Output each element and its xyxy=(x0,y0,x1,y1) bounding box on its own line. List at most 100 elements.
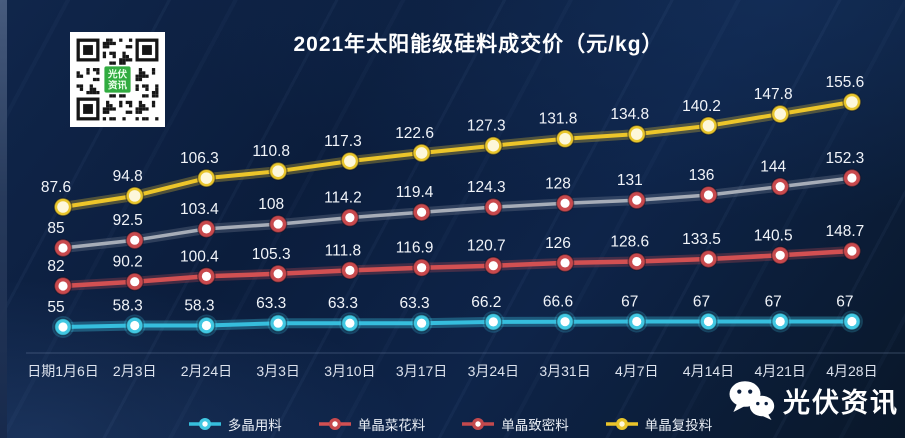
data-point-core xyxy=(201,320,212,331)
data-point-label: 55 xyxy=(47,299,64,316)
data-point-core xyxy=(847,316,857,327)
qr-finder-top-left xyxy=(76,38,100,62)
data-point-label: 144 xyxy=(760,159,786,176)
data-point-core xyxy=(632,256,642,267)
data-point-core xyxy=(58,243,68,253)
data-point-label: 66.6 xyxy=(543,294,573,311)
data-point-label: 148.7 xyxy=(826,223,865,240)
legend-item-多晶用料: 多晶用料 xyxy=(188,414,282,434)
data-point-label: 82 xyxy=(47,258,64,275)
legend-marker xyxy=(462,418,495,430)
data-point-label: 111.8 xyxy=(325,242,362,259)
data-point-core xyxy=(417,207,427,217)
data-point-label: 92.5 xyxy=(113,212,143,229)
data-point-label: 128 xyxy=(545,175,571,192)
data-point-core xyxy=(344,155,356,167)
data-point-label: 147.8 xyxy=(754,86,793,103)
data-point-label: 94.8 xyxy=(113,168,143,185)
data-point-label: 106.3 xyxy=(180,150,219,167)
data-point-label: 131 xyxy=(617,172,643,189)
data-point-label: 87.6 xyxy=(41,179,71,196)
series-line-单晶菜花料 xyxy=(62,248,853,289)
data-point-label: 131.8 xyxy=(539,111,578,128)
data-point-core xyxy=(57,201,69,213)
data-point-label: 127.3 xyxy=(467,118,506,135)
chart-legend: 多晶用料 单晶菜花料 单晶致密料 单晶复投料 xyxy=(80,414,820,434)
legend-marker xyxy=(605,418,638,430)
data-point-core xyxy=(560,258,570,268)
legend-label: 单晶复投料 xyxy=(644,418,713,433)
data-point-core xyxy=(201,224,212,234)
left-edge-strip xyxy=(0,0,7,438)
data-point-core xyxy=(272,165,284,177)
data-point-core xyxy=(847,173,857,183)
qr-badge-line2: 资讯 xyxy=(108,79,128,91)
data-point-label: 128.6 xyxy=(610,234,649,251)
legend-marker xyxy=(318,418,351,430)
x-axis-label: 3月3日 xyxy=(256,363,300,379)
data-point-core xyxy=(417,263,427,273)
data-point-core xyxy=(630,128,643,140)
data-point-core xyxy=(632,316,642,327)
x-axis-label: 3月17日 xyxy=(396,363,447,379)
data-point-label: 110.8 xyxy=(252,143,290,160)
data-point-core xyxy=(560,198,570,208)
data-point-core xyxy=(488,261,498,271)
data-point-label: 67 xyxy=(836,294,853,311)
legend-item-单晶致密料: 单晶致密料 xyxy=(461,414,569,434)
data-point-core xyxy=(703,254,714,264)
data-point-core xyxy=(559,132,571,145)
qr-center-badge: 光伏 资讯 xyxy=(104,66,131,93)
data-point-core xyxy=(703,190,714,200)
x-axis-label: 4月7日 xyxy=(615,363,659,379)
x-axis-label: 3月10日 xyxy=(324,363,375,379)
data-point-label: 120.7 xyxy=(467,238,506,255)
data-point-label: 133.5 xyxy=(682,231,721,248)
data-point-core xyxy=(273,219,283,229)
x-axis-label: 2月24日 xyxy=(181,363,232,379)
data-point-label: 63.3 xyxy=(328,295,358,312)
data-point-label: 58.3 xyxy=(113,298,143,315)
data-point-label: 63.3 xyxy=(400,295,430,312)
data-point-label: 90.2 xyxy=(113,254,143,271)
series-line-单晶致密料 xyxy=(62,176,853,250)
x-axis-label: 日期1月6日 xyxy=(27,363,99,379)
data-point-core xyxy=(632,195,642,205)
data-point-core xyxy=(847,246,857,256)
data-point-label: 85 xyxy=(47,220,64,237)
data-point-core xyxy=(273,318,283,328)
data-point-core xyxy=(128,190,141,202)
data-point-label: 67 xyxy=(765,294,782,311)
data-point-label: 63.3 xyxy=(256,295,286,312)
data-point-core xyxy=(58,281,68,291)
qrcode: 光伏 资讯 xyxy=(70,32,165,127)
data-point-core xyxy=(345,318,355,328)
data-point-core xyxy=(846,96,858,108)
data-point-label: 155.6 xyxy=(826,74,865,91)
data-point-label: 103.4 xyxy=(180,201,219,218)
data-point-label: 152.3 xyxy=(826,150,865,167)
brand-badge: 光伏资讯 xyxy=(728,380,899,421)
data-point-core xyxy=(488,317,498,327)
data-point-core xyxy=(774,108,786,120)
data-point-label: 140.2 xyxy=(682,98,721,115)
data-point-core xyxy=(702,119,715,132)
legend-marker xyxy=(188,418,221,430)
data-point-core xyxy=(775,182,785,192)
data-point-core xyxy=(345,265,355,275)
data-point-label: 140.5 xyxy=(754,227,793,244)
series-line-单晶复投料 xyxy=(62,100,853,209)
data-point-core xyxy=(273,269,283,279)
qr-finder-bottom-left xyxy=(76,97,100,121)
data-point-core xyxy=(775,250,785,260)
data-point-label: 136 xyxy=(689,167,715,184)
legend-label: 多晶用料 xyxy=(227,418,282,433)
data-point-label: 58.3 xyxy=(184,298,214,315)
data-point-label: 134.8 xyxy=(610,106,649,123)
x-axis-label: 4月28日 xyxy=(826,363,877,379)
legend-item-单晶菜花料: 单晶菜花料 xyxy=(318,414,425,434)
data-point-label: 108 xyxy=(258,196,284,213)
data-point-core xyxy=(417,318,427,328)
